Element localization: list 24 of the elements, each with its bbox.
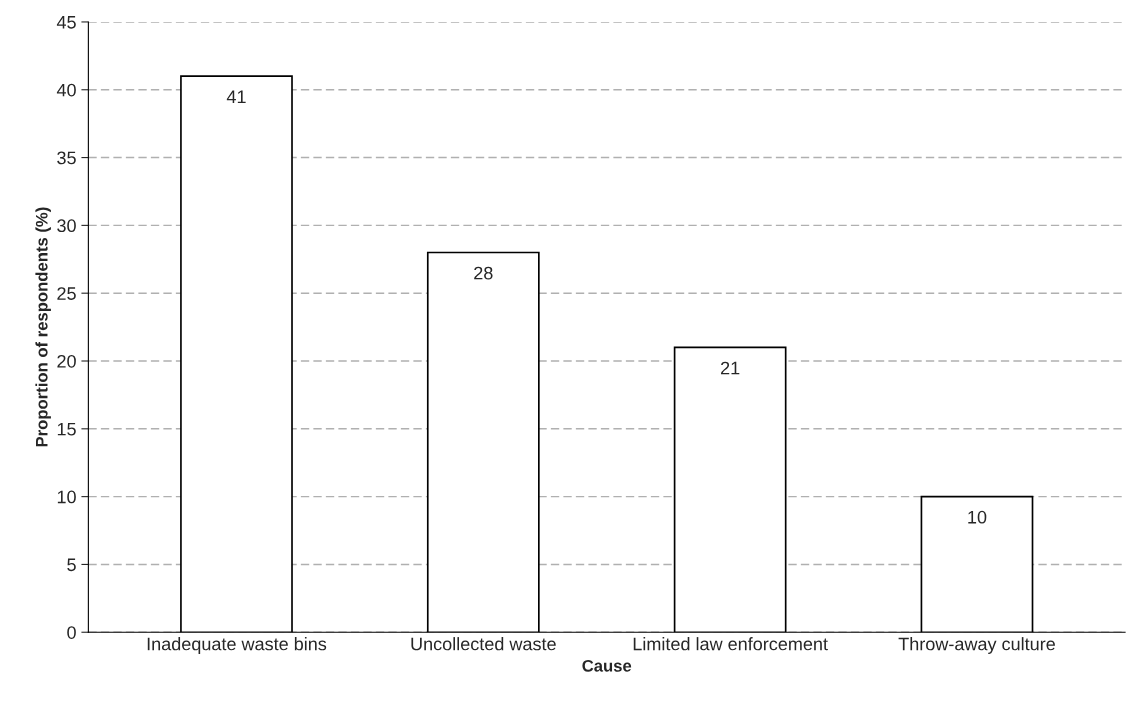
y-axis-title: Proportion of respondents (%) bbox=[35, 207, 51, 447]
x-tick-label: Inadequate waste bins bbox=[147, 637, 327, 654]
x-tick-label: Uncollected waste bbox=[411, 637, 556, 651]
y-tick-label: 0 bbox=[67, 626, 76, 639]
data-label: 41 bbox=[226, 90, 246, 104]
data-label: 10 bbox=[968, 510, 987, 524]
y-tick-label: 45 bbox=[56, 16, 76, 29]
bar bbox=[426, 251, 540, 633]
x-axis-title: Cause bbox=[582, 659, 632, 672]
x-tick-label: Limited law enforcement bbox=[633, 637, 828, 651]
data-label: 28 bbox=[474, 266, 493, 280]
y-tick-label: 15 bbox=[57, 422, 76, 436]
y-tick-label: 5 bbox=[67, 558, 76, 572]
bar bbox=[180, 75, 293, 633]
y-tick-label: 40 bbox=[56, 83, 76, 97]
y-tick-label: 10 bbox=[57, 490, 76, 504]
y-tick-label: 25 bbox=[57, 287, 76, 300]
bar bbox=[673, 346, 787, 633]
y-tick-label: 20 bbox=[57, 354, 76, 368]
data-label: 21 bbox=[721, 361, 740, 375]
y-tick-label: 35 bbox=[57, 151, 76, 165]
x-tick-label: Throw-away culture bbox=[898, 637, 1055, 654]
y-tick-label: 30 bbox=[57, 219, 76, 233]
bar bbox=[920, 495, 1034, 633]
